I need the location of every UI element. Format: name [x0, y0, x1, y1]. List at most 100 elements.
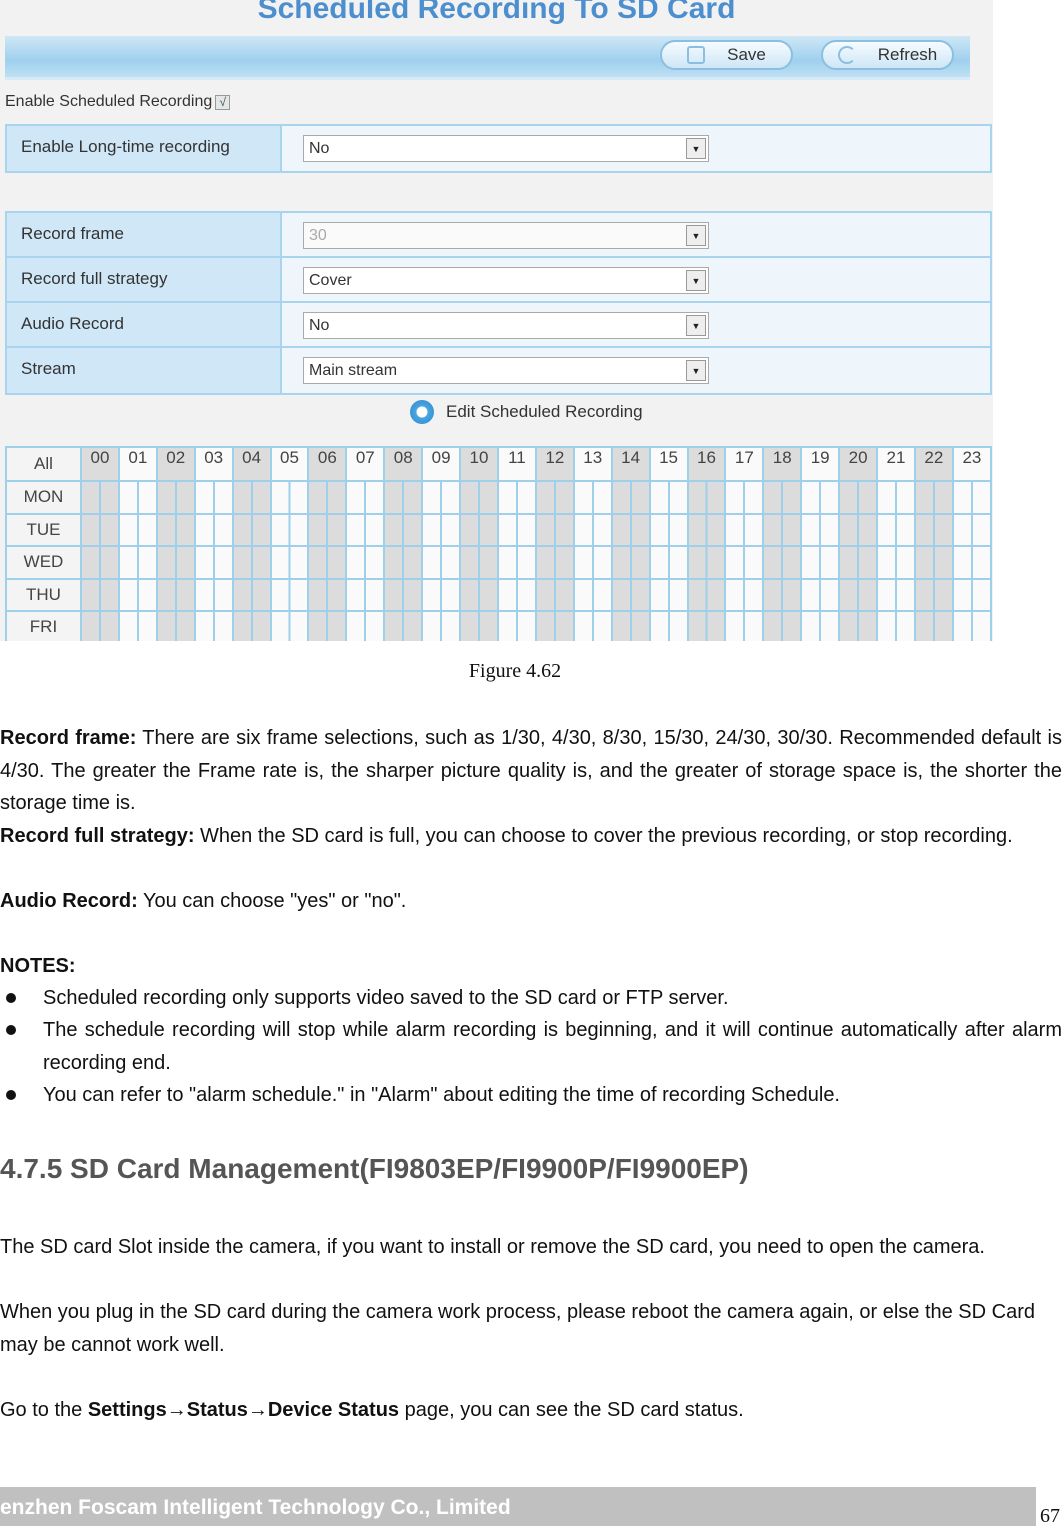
schedule-cell[interactable] — [117, 610, 158, 641]
schedule-cell[interactable] — [762, 480, 803, 515]
schedule-cell[interactable] — [117, 480, 158, 515]
hour-header[interactable]: 02 — [155, 446, 196, 482]
schedule-cell[interactable] — [383, 577, 424, 612]
schedule-cell[interactable] — [876, 577, 916, 612]
schedule-cell[interactable] — [913, 545, 954, 580]
schedule-cell[interactable] — [421, 545, 462, 580]
schedule-cell[interactable] — [648, 610, 689, 641]
schedule-cell[interactable] — [155, 577, 196, 612]
schedule-cell[interactable] — [383, 545, 424, 580]
schedule-cell[interactable] — [155, 610, 196, 641]
refresh-button[interactable]: Refresh — [821, 40, 954, 70]
schedule-cell[interactable] — [534, 512, 575, 547]
schedule-cell[interactable] — [155, 512, 196, 547]
schedule-cell[interactable] — [762, 610, 803, 641]
schedule-cell[interactable] — [572, 480, 613, 515]
schedule-cell[interactable] — [762, 545, 803, 580]
hour-header[interactable]: 23 — [951, 446, 993, 482]
schedule-cell[interactable] — [345, 610, 386, 641]
schedule-cell[interactable] — [80, 480, 120, 515]
schedule-cell[interactable] — [117, 512, 158, 547]
schedule-cell[interactable] — [383, 512, 424, 547]
schedule-cell[interactable] — [155, 545, 196, 580]
schedule-cell[interactable] — [307, 512, 348, 547]
schedule-cell[interactable] — [496, 480, 537, 515]
schedule-cell[interactable] — [459, 480, 499, 515]
hour-header[interactable]: 06 — [307, 446, 348, 482]
schedule-cell[interactable] — [459, 545, 499, 580]
hour-header[interactable]: 03 — [193, 446, 234, 482]
schedule-cell[interactable] — [193, 610, 234, 641]
hour-header[interactable]: 12 — [534, 446, 575, 482]
hour-header[interactable]: 07 — [345, 446, 386, 482]
schedule-cell[interactable] — [496, 545, 537, 580]
schedule-cell[interactable] — [345, 577, 386, 612]
schedule-cell[interactable] — [117, 545, 158, 580]
hour-header[interactable]: 11 — [496, 446, 537, 482]
schedule-cell[interactable] — [610, 610, 651, 641]
schedule-cell[interactable] — [193, 480, 234, 515]
schedule-cell[interactable] — [800, 512, 841, 547]
schedule-cell[interactable] — [231, 610, 272, 641]
schedule-cell[interactable] — [496, 610, 537, 641]
schedule-cell[interactable] — [383, 610, 424, 641]
schedule-cell[interactable] — [800, 480, 841, 515]
hour-header[interactable]: 08 — [383, 446, 424, 482]
enable-scheduled-checkbox[interactable]: √ — [215, 94, 231, 110]
schedule-cell[interactable] — [610, 480, 651, 515]
schedule-cell[interactable] — [951, 512, 993, 547]
schedule-cell[interactable] — [534, 577, 575, 612]
schedule-cell[interactable] — [724, 610, 765, 641]
schedule-cell[interactable] — [610, 512, 651, 547]
hour-header[interactable]: 15 — [648, 446, 689, 482]
schedule-cell[interactable] — [686, 480, 727, 515]
schedule-cell[interactable] — [572, 577, 613, 612]
schedule-cell[interactable] — [913, 577, 954, 612]
day-label[interactable]: TUE — [5, 512, 82, 547]
all-button[interactable]: All — [5, 446, 82, 482]
schedule-cell[interactable] — [307, 545, 348, 580]
schedule-cell[interactable] — [838, 577, 879, 612]
schedule-cell[interactable] — [345, 512, 386, 547]
day-label[interactable]: WED — [5, 545, 82, 580]
hour-header[interactable]: 00 — [80, 446, 120, 482]
schedule-cell[interactable] — [269, 512, 310, 547]
schedule-cell[interactable] — [951, 545, 993, 580]
day-label[interactable]: THU — [5, 577, 82, 612]
schedule-cell[interactable] — [496, 577, 537, 612]
schedule-cell[interactable] — [345, 480, 386, 515]
schedule-cell[interactable] — [876, 545, 916, 580]
schedule-cell[interactable] — [762, 512, 803, 547]
schedule-cell[interactable] — [231, 545, 272, 580]
schedule-cell[interactable] — [951, 577, 993, 612]
schedule-cell[interactable] — [269, 545, 310, 580]
schedule-cell[interactable] — [876, 610, 916, 641]
schedule-cell[interactable] — [534, 610, 575, 641]
schedule-cell[interactable] — [459, 610, 499, 641]
schedule-cell[interactable] — [724, 545, 765, 580]
long-time-select[interactable]: No ▼ — [303, 135, 709, 162]
schedule-cell[interactable] — [307, 610, 348, 641]
schedule-cell[interactable] — [913, 610, 954, 641]
schedule-cell[interactable] — [421, 610, 462, 641]
schedule-cell[interactable] — [80, 512, 120, 547]
schedule-cell[interactable] — [421, 577, 462, 612]
hour-header[interactable]: 17 — [724, 446, 765, 482]
schedule-cell[interactable] — [648, 545, 689, 580]
schedule-cell[interactable] — [117, 577, 158, 612]
schedule-cell[interactable] — [876, 512, 916, 547]
schedule-cell[interactable] — [345, 545, 386, 580]
field-select[interactable]: Cover ▼ — [303, 267, 709, 294]
schedule-cell[interactable] — [534, 480, 575, 515]
schedule-cell[interactable] — [572, 545, 613, 580]
schedule-cell[interactable] — [762, 577, 803, 612]
hour-header[interactable]: 05 — [269, 446, 310, 482]
schedule-cell[interactable] — [838, 480, 879, 515]
schedule-cell[interactable] — [724, 512, 765, 547]
hour-header[interactable]: 14 — [610, 446, 651, 482]
day-label[interactable]: FRI — [5, 610, 82, 641]
save-button[interactable]: Save — [660, 40, 793, 70]
schedule-cell[interactable] — [572, 512, 613, 547]
schedule-cell[interactable] — [724, 480, 765, 515]
schedule-cell[interactable] — [193, 512, 234, 547]
